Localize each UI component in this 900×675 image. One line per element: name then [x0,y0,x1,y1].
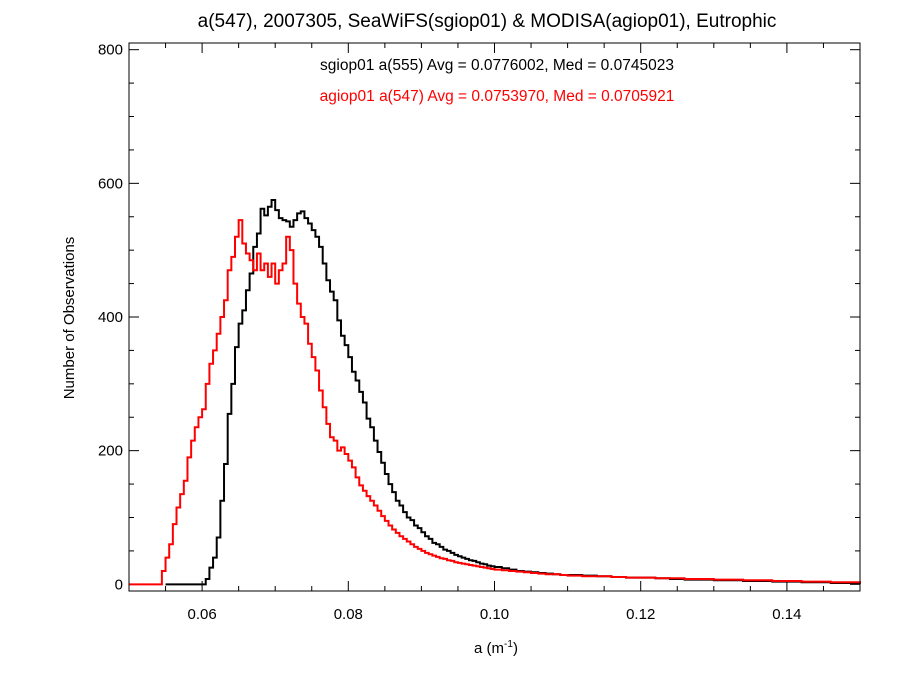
minor-ticks [128,43,861,591]
x-tick-label: 0.10 [480,606,509,623]
x-tick-label: 0.14 [772,606,801,623]
x-tick-label: 0.08 [334,606,363,623]
chart-title: a(547), 2007305, SeaWiFS(sgiop01) & MODI… [198,11,777,32]
plot-frame [128,42,861,592]
legend-entry-sgiop01: sgiop01 a(555) Avg = 0.0776002, Med = 0.… [320,57,674,74]
x-axis-label-suffix: ) [513,640,518,657]
major-ticks [129,43,860,591]
x-tick-label: 0.12 [626,606,655,623]
y-tick-label: 400 [98,309,123,326]
x-tick-labels: 0.06 0.08 0.10 0.12 0.14 [187,606,801,623]
y-tick-label: 200 [98,443,123,460]
y-tick-label: 600 [98,175,123,192]
x-axis-label: a (m-1) [474,639,518,657]
series-line-agiop01 [129,219,861,586]
y-tick-label: 800 [98,42,123,59]
x-axis-label-main: a (m [474,640,504,657]
x-axis-label-superscript: -1 [504,639,513,650]
legend-entry-agiop01: agiop01 a(547) Avg = 0.0753970, Med = 0.… [320,88,675,105]
y-tick-labels: 0 200 400 600 800 [98,42,123,594]
series-layer [129,199,861,586]
y-tick-label: 0 [115,576,123,593]
y-axis-label: Number of Observations [61,237,78,400]
x-tick-label: 0.06 [187,606,216,623]
